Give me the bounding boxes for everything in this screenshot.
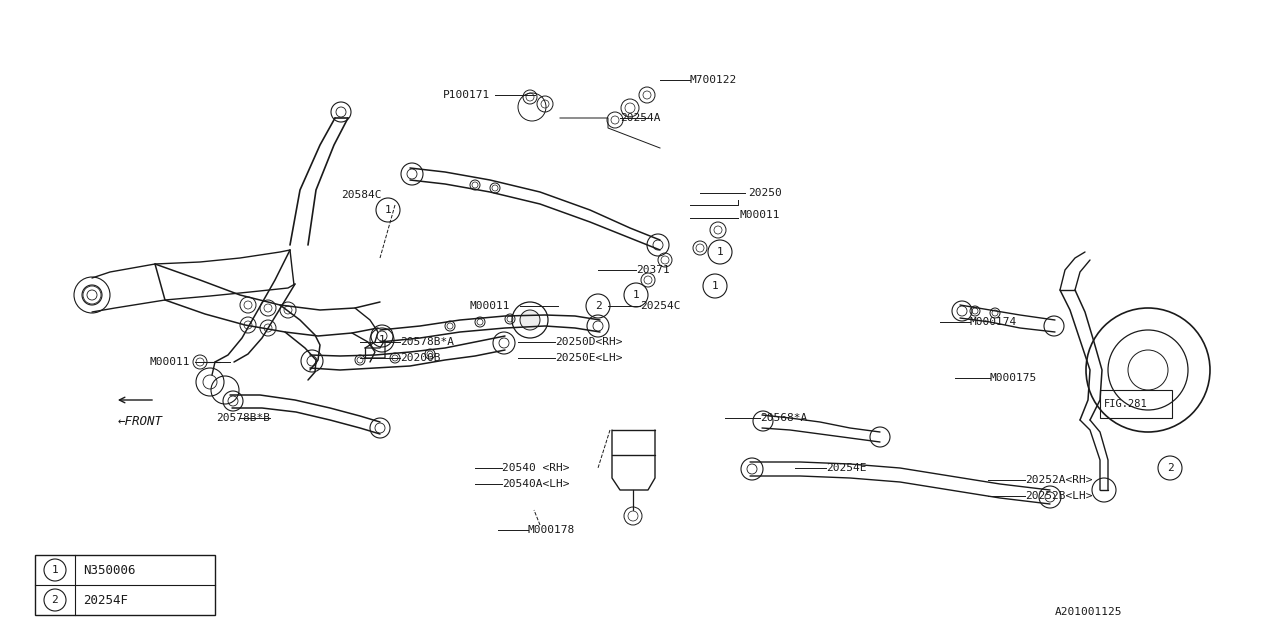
Text: 20252B<LH>: 20252B<LH> <box>1025 491 1093 501</box>
Bar <box>35 555 215 615</box>
Text: M000178: M000178 <box>529 525 575 535</box>
Text: 1: 1 <box>632 290 640 300</box>
Text: 20254C: 20254C <box>640 301 681 311</box>
Text: 1: 1 <box>717 247 723 257</box>
Text: 1: 1 <box>379 335 385 345</box>
Text: M700122: M700122 <box>690 75 737 85</box>
Text: P100171: P100171 <box>443 90 490 100</box>
Text: 20568*A: 20568*A <box>760 413 808 423</box>
Text: A201001125: A201001125 <box>1055 607 1123 617</box>
Text: N350006: N350006 <box>83 563 136 577</box>
Text: 20254F: 20254F <box>83 593 128 607</box>
Text: 20250: 20250 <box>748 188 782 198</box>
Text: 20200B: 20200B <box>399 353 440 363</box>
Text: 20578B*B: 20578B*B <box>216 413 270 423</box>
Text: 20584C: 20584C <box>342 190 381 200</box>
Text: 2: 2 <box>51 595 59 605</box>
Text: 20371: 20371 <box>636 265 669 275</box>
Text: 20540A<LH>: 20540A<LH> <box>502 479 570 489</box>
Text: 2: 2 <box>1166 463 1174 473</box>
Circle shape <box>520 310 540 330</box>
Text: 20252A<RH>: 20252A<RH> <box>1025 475 1093 485</box>
Text: 20540 <RH>: 20540 <RH> <box>502 463 570 473</box>
Text: FIG.281: FIG.281 <box>1103 399 1148 409</box>
Text: 1: 1 <box>51 565 59 575</box>
Text: M00011: M00011 <box>150 357 189 367</box>
Text: M00011: M00011 <box>740 210 781 220</box>
Text: M00011: M00011 <box>470 301 509 311</box>
Text: 20250D<RH>: 20250D<RH> <box>556 337 622 347</box>
Text: 2: 2 <box>595 301 602 311</box>
Text: ←FRONT: ←FRONT <box>118 415 163 428</box>
Text: 20578B*A: 20578B*A <box>399 337 454 347</box>
Text: M000174: M000174 <box>970 317 1018 327</box>
Text: 20254A: 20254A <box>620 113 660 123</box>
Text: M000175: M000175 <box>989 373 1037 383</box>
Text: 1: 1 <box>384 205 392 215</box>
Text: 20254E: 20254E <box>826 463 867 473</box>
Text: 1: 1 <box>712 281 718 291</box>
Text: 20250E<LH>: 20250E<LH> <box>556 353 622 363</box>
Bar <box>1100 390 1172 418</box>
